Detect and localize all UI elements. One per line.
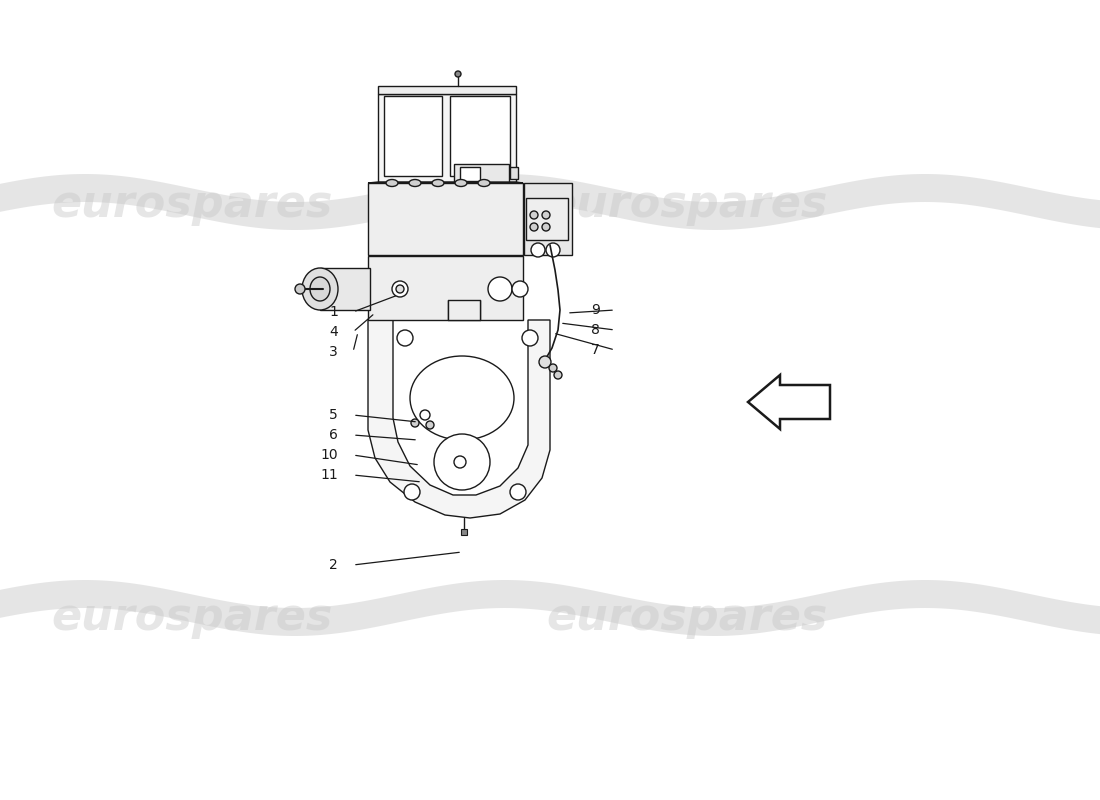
- Circle shape: [396, 285, 404, 293]
- Polygon shape: [368, 320, 550, 518]
- Text: eurospares: eurospares: [547, 182, 828, 226]
- Circle shape: [404, 484, 420, 500]
- Bar: [454, 164, 509, 184]
- Bar: [460, 167, 480, 181]
- Bar: [524, 183, 572, 255]
- Ellipse shape: [455, 179, 468, 186]
- Circle shape: [531, 243, 544, 257]
- Circle shape: [510, 484, 526, 500]
- Bar: [368, 256, 522, 320]
- Circle shape: [542, 223, 550, 231]
- Circle shape: [434, 434, 490, 490]
- Circle shape: [554, 371, 562, 379]
- Ellipse shape: [410, 356, 514, 440]
- Text: 4: 4: [329, 325, 338, 339]
- Bar: [378, 94, 516, 182]
- Circle shape: [420, 410, 430, 420]
- Ellipse shape: [432, 179, 444, 186]
- Circle shape: [455, 71, 461, 77]
- Polygon shape: [378, 86, 516, 94]
- Circle shape: [546, 243, 560, 257]
- Polygon shape: [748, 375, 830, 429]
- Circle shape: [542, 211, 550, 219]
- Circle shape: [522, 330, 538, 346]
- Circle shape: [392, 281, 408, 297]
- Bar: [461, 529, 468, 535]
- Ellipse shape: [302, 268, 338, 310]
- Bar: [450, 96, 510, 176]
- Text: eurospares: eurospares: [52, 182, 333, 226]
- Ellipse shape: [409, 179, 421, 186]
- Polygon shape: [368, 182, 522, 183]
- Circle shape: [539, 356, 551, 368]
- Text: 5: 5: [329, 408, 338, 422]
- Bar: [368, 183, 522, 255]
- Ellipse shape: [386, 179, 398, 186]
- Circle shape: [426, 421, 434, 429]
- Text: eurospares: eurospares: [52, 596, 333, 639]
- Circle shape: [454, 456, 466, 468]
- Text: 10: 10: [320, 448, 338, 462]
- Circle shape: [411, 419, 419, 427]
- Text: 11: 11: [320, 468, 338, 482]
- Text: 2: 2: [329, 558, 338, 572]
- Text: eurospares: eurospares: [547, 596, 828, 639]
- Bar: [510, 167, 518, 179]
- Text: 7: 7: [592, 343, 600, 357]
- Bar: [320, 268, 370, 310]
- Circle shape: [488, 277, 512, 301]
- Ellipse shape: [478, 179, 490, 186]
- Circle shape: [549, 364, 557, 372]
- Ellipse shape: [310, 277, 330, 301]
- Circle shape: [397, 330, 412, 346]
- Circle shape: [530, 223, 538, 231]
- Bar: [384, 96, 442, 176]
- Bar: [526, 198, 568, 240]
- Bar: [448, 300, 480, 320]
- Text: 1: 1: [329, 305, 338, 319]
- Text: 8: 8: [591, 323, 600, 337]
- Text: 6: 6: [329, 428, 338, 442]
- Text: 9: 9: [591, 303, 600, 317]
- Circle shape: [295, 284, 305, 294]
- Circle shape: [512, 281, 528, 297]
- Text: 3: 3: [329, 345, 338, 359]
- Circle shape: [530, 211, 538, 219]
